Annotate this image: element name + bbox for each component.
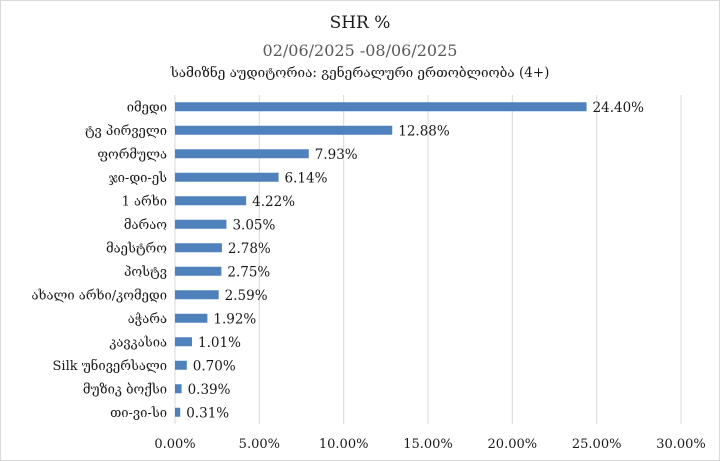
data-label: 0.31%: [186, 405, 229, 421]
bar: [175, 172, 279, 182]
category-label: მუზიკ ბოქსი: [83, 382, 167, 397]
bar: [175, 337, 193, 347]
data-label: 24.40%: [593, 100, 645, 116]
data-label: 4.22%: [252, 194, 295, 210]
category-label: ფორმულა: [97, 147, 167, 162]
x-tick-label: 5.00%: [239, 437, 280, 452]
data-label: 2.59%: [225, 288, 268, 304]
category-label: Silk უნივერსალი: [53, 358, 168, 374]
category-label: ტვ პირველი: [85, 124, 167, 139]
bar: [175, 360, 187, 370]
bar: [175, 266, 222, 276]
x-tick-label: 20.00%: [488, 437, 538, 452]
bar: [175, 102, 587, 112]
category-label: აჭარა: [128, 312, 167, 327]
x-tick-label: 0.00%: [154, 437, 195, 452]
data-label: 2.78%: [228, 241, 271, 257]
data-label: 0.39%: [188, 382, 231, 398]
chart-title: SHR %: [329, 13, 391, 33]
category-label: ახალი არხი/კომედი: [32, 288, 167, 303]
data-label: 7.93%: [315, 147, 358, 163]
data-label: 1.01%: [198, 335, 241, 351]
bar: [175, 219, 227, 229]
x-tick-label: 30.00%: [656, 437, 706, 452]
bar: [175, 125, 393, 135]
category-label: თი-ვი-სი: [110, 406, 167, 421]
x-tick-label: 15.00%: [403, 437, 453, 452]
data-label: 0.70%: [193, 358, 236, 374]
category-label: იმედი: [127, 100, 167, 115]
data-label: 12.88%: [398, 123, 450, 139]
bar: [175, 407, 181, 417]
bar: [175, 243, 222, 253]
category-label: პოსტვ: [124, 265, 167, 280]
bar: [175, 313, 208, 323]
category-label: 1 არხი: [122, 194, 167, 209]
chart-audience: სამიზნე აუდიტორია: გენერალური ერთობლიობა…: [170, 65, 550, 81]
category-label: კავკასია: [109, 335, 167, 350]
data-label: 3.05%: [232, 217, 275, 233]
bar: [175, 196, 247, 206]
bar: [175, 149, 309, 159]
bar: [175, 384, 182, 394]
chart-date-range: 02/06/2025 -08/06/2025: [262, 41, 458, 60]
category-label: მაესტრო: [106, 241, 167, 256]
data-label: 2.75%: [227, 264, 270, 280]
data-label: 1.92%: [213, 311, 256, 327]
category-label: მარაო: [124, 218, 167, 233]
data-label: 6.14%: [285, 170, 328, 186]
category-label: ჯი-დი-ეს: [109, 171, 167, 186]
x-tick-label: 10.00%: [319, 437, 369, 452]
x-tick-label: 25.00%: [572, 437, 622, 452]
bar: [175, 290, 219, 300]
